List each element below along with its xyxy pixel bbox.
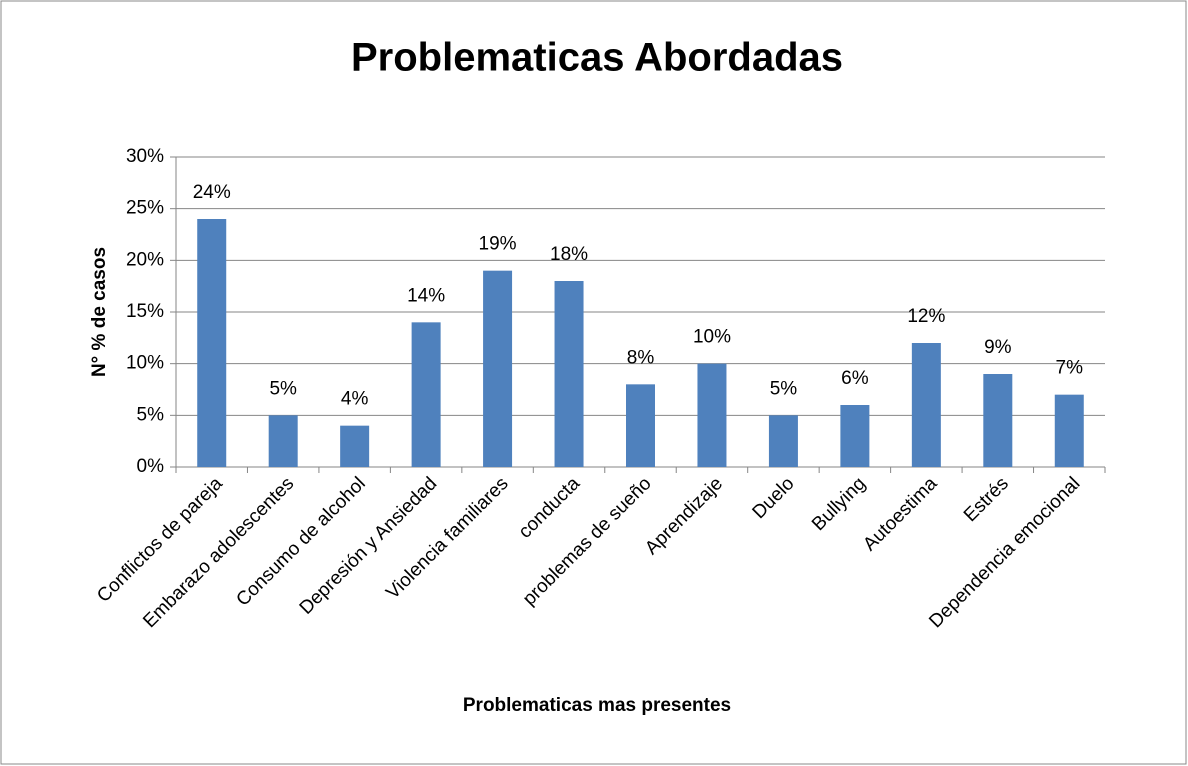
y-tick-label: 20% [126,249,164,270]
value-label: 6% [841,368,869,389]
bar [268,415,298,467]
y-axis-title: N° % de casos [89,247,110,377]
value-label: 12% [907,306,945,327]
value-label: 4% [341,389,369,410]
value-label: 14% [407,285,445,306]
value-label: 5% [269,378,297,399]
bar [768,415,798,467]
value-label: 19% [479,234,517,255]
bar [911,343,941,467]
value-label: 10% [693,327,731,348]
y-tick-label: 15% [126,301,164,322]
y-tick-label: 30% [126,146,164,167]
value-label: 18% [550,244,588,265]
bar [840,405,870,467]
value-label: 9% [984,337,1012,358]
value-label: 5% [770,378,798,399]
value-label: 8% [627,347,655,368]
y-tick-label: 10% [126,353,164,374]
bar [411,322,441,467]
bar [554,281,584,467]
y-tick-label: 5% [137,404,165,425]
y-tick-label: 0% [137,456,165,477]
bar [483,270,513,467]
x-axis-title: Problematicas mas presentes [463,695,731,716]
value-label: 24% [193,182,231,203]
chart-title: Problematicas Abordadas [351,36,843,80]
bar [626,384,655,467]
bar [697,363,727,467]
bar [197,219,227,467]
bar [983,374,1013,467]
bar [1054,394,1084,467]
value-label: 7% [1056,358,1084,379]
y-tick-label: 25% [126,198,164,219]
bar [340,425,370,467]
